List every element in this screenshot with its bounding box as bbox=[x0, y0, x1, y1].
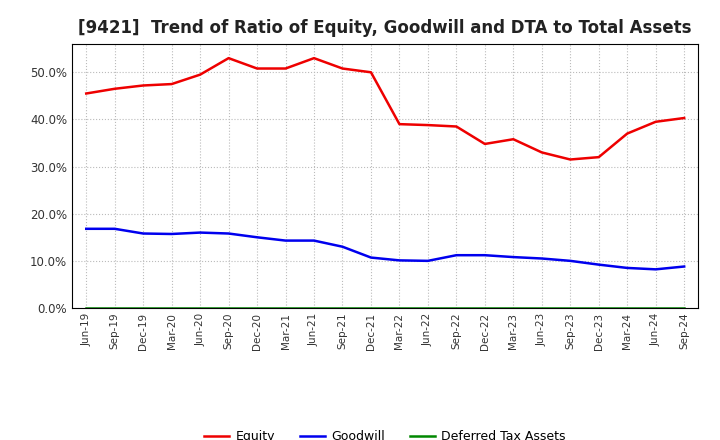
Goodwill bbox=[82, 226, 91, 231]
Deferred Tax Assets bbox=[338, 305, 347, 310]
Goodwill bbox=[139, 231, 148, 236]
Deferred Tax Assets bbox=[253, 305, 261, 310]
Equity bbox=[196, 72, 204, 77]
Deferred Tax Assets bbox=[366, 305, 375, 310]
Deferred Tax Assets bbox=[196, 305, 204, 310]
Equity bbox=[509, 136, 518, 142]
Deferred Tax Assets bbox=[652, 305, 660, 310]
Deferred Tax Assets bbox=[167, 305, 176, 310]
Goodwill bbox=[537, 256, 546, 261]
Goodwill bbox=[338, 244, 347, 249]
Equity bbox=[395, 121, 404, 127]
Equity bbox=[680, 115, 688, 121]
Goodwill bbox=[282, 238, 290, 243]
Equity bbox=[110, 86, 119, 92]
Goodwill bbox=[196, 230, 204, 235]
Goodwill bbox=[253, 235, 261, 240]
Deferred Tax Assets bbox=[452, 305, 461, 310]
Equity bbox=[82, 91, 91, 96]
Equity bbox=[338, 66, 347, 71]
Equity bbox=[253, 66, 261, 71]
Goodwill bbox=[395, 258, 404, 263]
Deferred Tax Assets bbox=[139, 305, 148, 310]
Equity bbox=[537, 150, 546, 155]
Equity bbox=[623, 131, 631, 136]
Deferred Tax Assets bbox=[225, 305, 233, 310]
Goodwill bbox=[595, 262, 603, 267]
Equity bbox=[366, 70, 375, 75]
Equity bbox=[225, 55, 233, 61]
Goodwill bbox=[652, 267, 660, 272]
Line: Goodwill: Goodwill bbox=[86, 229, 684, 269]
Equity bbox=[282, 66, 290, 71]
Goodwill bbox=[110, 226, 119, 231]
Deferred Tax Assets bbox=[595, 305, 603, 310]
Goodwill bbox=[623, 265, 631, 271]
Goodwill bbox=[167, 231, 176, 237]
Deferred Tax Assets bbox=[82, 305, 91, 310]
Legend: Equity, Goodwill, Deferred Tax Assets: Equity, Goodwill, Deferred Tax Assets bbox=[199, 425, 571, 440]
Deferred Tax Assets bbox=[509, 305, 518, 310]
Deferred Tax Assets bbox=[395, 305, 404, 310]
Goodwill bbox=[566, 258, 575, 264]
Deferred Tax Assets bbox=[537, 305, 546, 310]
Equity bbox=[566, 157, 575, 162]
Equity bbox=[652, 119, 660, 125]
Deferred Tax Assets bbox=[110, 305, 119, 310]
Equity bbox=[480, 141, 489, 147]
Deferred Tax Assets bbox=[480, 305, 489, 310]
Deferred Tax Assets bbox=[310, 305, 318, 310]
Goodwill bbox=[509, 254, 518, 260]
Deferred Tax Assets bbox=[423, 305, 432, 310]
Equity bbox=[595, 154, 603, 160]
Equity bbox=[452, 124, 461, 129]
Goodwill bbox=[366, 255, 375, 260]
Goodwill bbox=[480, 253, 489, 258]
Equity bbox=[139, 83, 148, 88]
Equity bbox=[167, 81, 176, 87]
Goodwill bbox=[452, 253, 461, 258]
Goodwill bbox=[225, 231, 233, 236]
Goodwill bbox=[310, 238, 318, 243]
Deferred Tax Assets bbox=[623, 305, 631, 310]
Goodwill bbox=[423, 258, 432, 264]
Deferred Tax Assets bbox=[566, 305, 575, 310]
Deferred Tax Assets bbox=[282, 305, 290, 310]
Equity bbox=[423, 122, 432, 128]
Goodwill bbox=[680, 264, 688, 269]
Deferred Tax Assets bbox=[680, 305, 688, 310]
Title: [9421]  Trend of Ratio of Equity, Goodwill and DTA to Total Assets: [9421] Trend of Ratio of Equity, Goodwil… bbox=[78, 19, 692, 37]
Line: Equity: Equity bbox=[86, 58, 684, 160]
Equity bbox=[310, 55, 318, 61]
